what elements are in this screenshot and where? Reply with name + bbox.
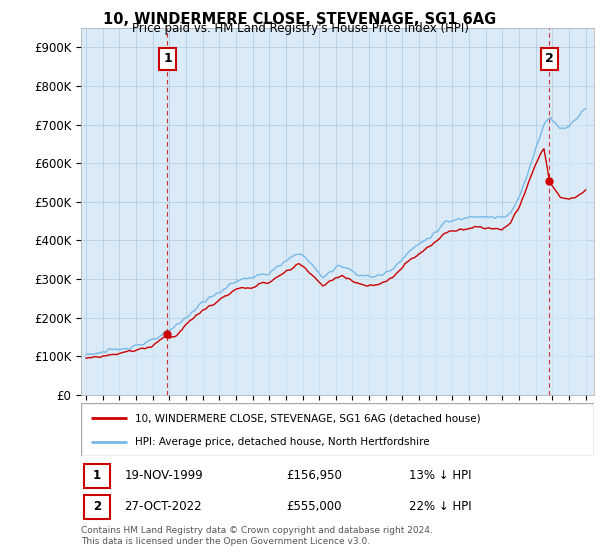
Text: 10, WINDERMERE CLOSE, STEVENAGE, SG1 6AG (detached house): 10, WINDERMERE CLOSE, STEVENAGE, SG1 6AG… [135,413,481,423]
Text: 2: 2 [93,500,101,514]
Bar [83,464,110,488]
Text: 22% ↓ HPI: 22% ↓ HPI [409,500,472,514]
Text: 27-OCT-2022: 27-OCT-2022 [125,500,202,514]
Bar [83,494,110,519]
Text: £555,000: £555,000 [286,500,342,514]
Text: 1: 1 [163,53,172,66]
Text: £156,950: £156,950 [286,469,342,483]
Text: HPI: Average price, detached house, North Hertfordshire: HPI: Average price, detached house, Nort… [135,436,430,446]
Text: 2: 2 [545,53,554,66]
Text: 13% ↓ HPI: 13% ↓ HPI [409,469,472,483]
Text: Price paid vs. HM Land Registry's House Price Index (HPI): Price paid vs. HM Land Registry's House … [131,22,469,35]
Text: 19-NOV-1999: 19-NOV-1999 [125,469,203,483]
Text: 10, WINDERMERE CLOSE, STEVENAGE, SG1 6AG: 10, WINDERMERE CLOSE, STEVENAGE, SG1 6AG [103,12,497,27]
Text: 1: 1 [93,469,101,483]
Text: Contains HM Land Registry data © Crown copyright and database right 2024.
This d: Contains HM Land Registry data © Crown c… [81,526,433,546]
